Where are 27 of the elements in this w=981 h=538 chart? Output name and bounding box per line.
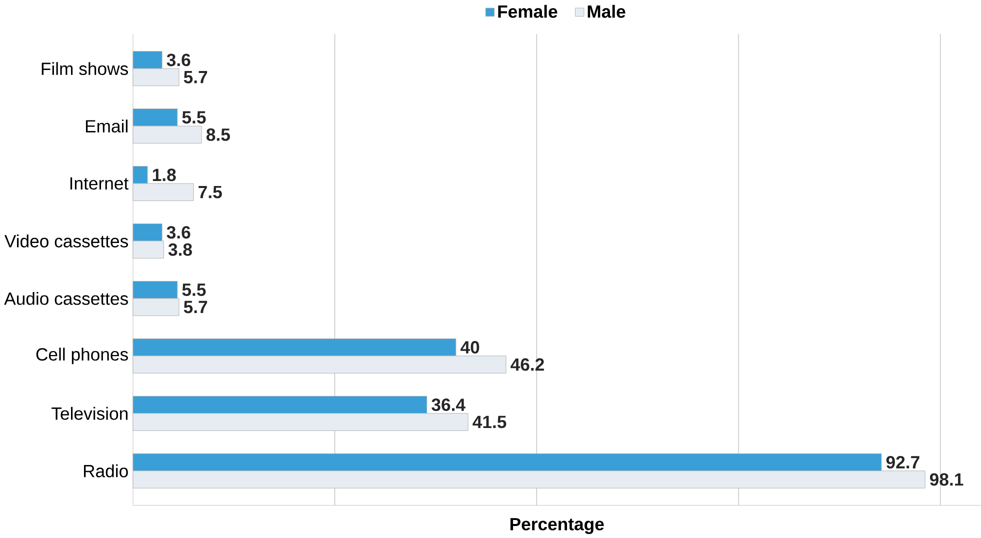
y-tick-label: Internet: [70, 177, 129, 190]
x-axis-title: Percentage: [510, 518, 604, 534]
legend-label: Male: [588, 4, 626, 18]
y-tick-label: Email: [86, 120, 128, 133]
data-label: 8.5: [206, 128, 230, 141]
y-tick-label: Radio: [84, 464, 128, 478]
data-label: 40: [460, 341, 480, 354]
data-label: 5.7: [184, 300, 208, 314]
data-label: 3.8: [168, 243, 192, 256]
data-label: 3.6: [166, 226, 190, 239]
y-tick-label: Video cassettes: [4, 234, 128, 248]
data-label: 1.8: [152, 168, 176, 182]
data-label: 3.6: [166, 54, 190, 66]
data-label: 5.7: [184, 71, 208, 84]
data-label: 46.2: [510, 358, 544, 371]
data-label: 92.7: [886, 456, 920, 468]
data-label: 5.5: [182, 111, 206, 124]
y-tick-label: Cell phones: [36, 348, 128, 364]
data-label: 98.1: [930, 473, 964, 486]
data-label: 41.5: [472, 416, 506, 428]
y-tick-label: Television: [52, 406, 128, 420]
y-tick-label: Film shows: [42, 62, 128, 76]
legend-label: Female: [498, 4, 558, 18]
data-label: 5.5: [182, 284, 206, 296]
y-tick-label: Audio cassettes: [4, 292, 128, 305]
data-label: 36.4: [432, 398, 466, 412]
data-label: 7.5: [198, 186, 222, 198]
